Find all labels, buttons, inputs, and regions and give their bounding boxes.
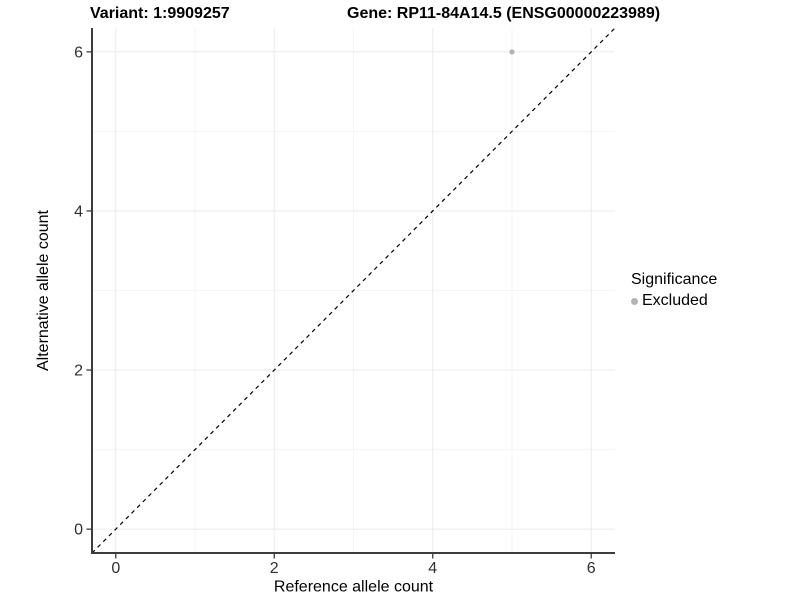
y-tick-label: 2 [74,363,83,380]
legend-item-label: Excluded [642,292,708,309]
x-tick-label: 2 [270,560,279,577]
legend-item-excluded: Excluded [631,292,717,310]
y-tick-label: 6 [74,44,83,61]
y-tick-label: 4 [74,203,83,220]
gene-title: Gene: RP11-84A14.5 (ENSG00000223989) [347,5,661,22]
y-axis-title: Alternative allele count [35,209,52,371]
x-tick-label: 0 [111,560,120,577]
data-point [509,49,515,55]
x-axis-title: Reference allele count [274,579,434,596]
x-tick-label: 6 [587,560,596,577]
variant-title: Variant: 1:9909257 [90,5,230,22]
y-tick-label: 0 [74,522,83,539]
x-tick-label: 4 [428,560,437,577]
identity-dashed-line [91,27,616,554]
legend-title: Significance [631,271,718,288]
legend: Significance Excluded [631,271,717,310]
excluded-marker-icon [631,297,638,305]
